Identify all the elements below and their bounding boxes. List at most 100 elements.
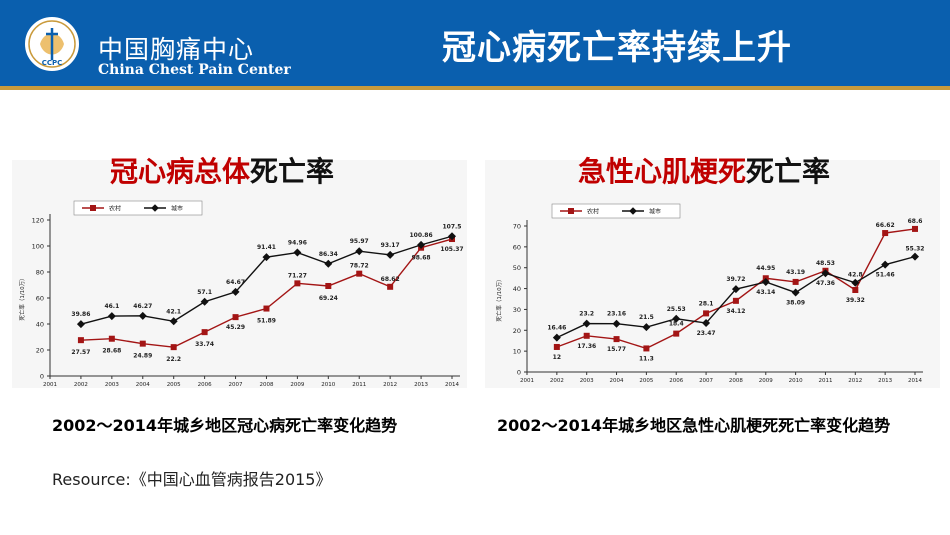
data-point-urban <box>262 253 271 262</box>
data-label: 43.19 <box>786 269 805 276</box>
right-chart-caption: 2002～2014年城乡地区急性心肌梗死死亡率变化趋势 <box>497 416 891 435</box>
y-tick-label: 60 <box>36 295 44 303</box>
resource-citation: Resource:《中国心血管病报告2015》 <box>52 470 332 489</box>
data-label: 21.5 <box>639 314 654 321</box>
legend-label: 农村 <box>109 205 121 213</box>
x-tick-label: 2002 <box>74 382 88 388</box>
x-tick-label: 2013 <box>878 378 892 384</box>
data-label: 66.62 <box>876 222 895 229</box>
right-chart-title: 急性心肌梗死死亡率 <box>578 150 830 190</box>
x-tick-label: 2011 <box>352 382 366 388</box>
data-point-urban <box>417 240 426 249</box>
data-point-urban <box>731 285 740 294</box>
data-label: 23.47 <box>697 330 716 337</box>
data-point-urban <box>582 319 591 328</box>
data-label: 38.09 <box>786 300 805 307</box>
data-point-rural <box>263 305 270 312</box>
data-point-urban <box>911 252 919 261</box>
data-point-rural <box>852 286 859 293</box>
right-title-red: 急性心肌梗死 <box>578 155 747 188</box>
y-tick-label: 120 <box>32 217 44 225</box>
data-label: 47.36 <box>816 280 835 287</box>
x-tick-label: 2007 <box>699 378 713 384</box>
data-label: 46.1 <box>104 303 119 310</box>
data-label: 45.29 <box>226 324 245 331</box>
y-tick-label: 50 <box>513 264 521 272</box>
logo-text: CCPC <box>42 59 63 67</box>
ami-mortality-chart: 0 10 20 30 40 50 60 70 2001 2002 2003 2004 2005 2006 2… <box>495 203 925 384</box>
x-tick-label: 2010 <box>321 382 335 388</box>
legend-label: 城市 <box>649 208 661 216</box>
data-point-rural <box>673 330 680 337</box>
x-tick-label: 2004 <box>136 382 150 388</box>
x-tick-label: 2011 <box>818 378 832 384</box>
page-title: 冠心病死亡率持续上升 <box>442 28 792 68</box>
data-label: 22.2 <box>166 356 181 363</box>
data-label: 43.14 <box>756 289 775 296</box>
y-tick-label: 60 <box>513 243 521 251</box>
data-label: 17.36 <box>577 343 596 350</box>
x-tick-label: 2005 <box>167 382 181 388</box>
data-point-urban <box>448 232 456 241</box>
data-point-rural <box>294 280 301 287</box>
data-label: 18.4 <box>669 321 684 328</box>
y-axis-label: 死亡率（1/10万） <box>495 276 503 321</box>
y-tick-label: 100 <box>32 243 44 251</box>
chd-mortality-chart: 0 20 40 60 80 100 120 2001 2002 2003 2004 2005 2006 2… <box>18 200 464 388</box>
data-label: 24.89 <box>133 353 152 360</box>
data-label: 100.86 <box>409 232 432 239</box>
legend-label: 城市 <box>171 205 183 213</box>
y-tick-label: 10 <box>513 348 521 356</box>
data-point-urban <box>386 250 395 259</box>
x-tick-label: 2012 <box>848 378 862 384</box>
data-label: 107.5 <box>443 223 462 230</box>
data-point-rural <box>139 340 146 347</box>
header-bar: CCPC 中国胸痛中心 China Chest Pain Center 冠心病死… <box>0 0 950 90</box>
data-point-rural <box>613 336 620 343</box>
data-label: 15.77 <box>607 346 626 353</box>
data-point-rural <box>882 230 889 237</box>
data-point-urban <box>169 317 178 326</box>
data-point-urban <box>138 311 147 320</box>
data-label: 105.37 <box>440 246 463 253</box>
data-point-rural <box>356 270 363 277</box>
y-tick-label: 20 <box>513 327 521 335</box>
y-tick-label: 0 <box>517 369 521 377</box>
y-tick-label: 20 <box>36 347 44 355</box>
x-tick-label: 2009 <box>290 382 304 388</box>
data-point-rural <box>387 283 394 290</box>
data-label: 28.1 <box>699 300 714 307</box>
data-label: 51.89 <box>257 318 276 325</box>
x-tick-label: 2006 <box>198 382 212 388</box>
data-label: 33.74 <box>195 341 214 348</box>
y-tick-label: 0 <box>40 373 44 381</box>
x-tick-label: 2013 <box>414 382 428 388</box>
data-label: 23.16 <box>607 311 626 318</box>
x-tick-label: 2006 <box>669 378 683 384</box>
x-tick-label: 2001 <box>43 382 57 388</box>
data-label: 11.3 <box>639 355 654 362</box>
data-label: 39.72 <box>726 276 745 283</box>
data-label: 44.95 <box>756 265 775 272</box>
data-point-urban <box>702 319 711 328</box>
data-point-urban <box>672 314 681 323</box>
data-point-rural <box>732 297 739 304</box>
legend-label: 农村 <box>587 208 599 216</box>
legend-marker <box>151 204 159 212</box>
data-point-urban <box>612 319 621 328</box>
data-label: 91.41 <box>257 244 276 251</box>
right-title-black: 死亡率 <box>746 155 831 188</box>
data-point-urban <box>851 278 860 287</box>
y-tick-label: 70 <box>513 223 521 231</box>
left-chart-caption: 2002～2014年城乡地区冠心病死亡率变化趋势 <box>52 416 398 435</box>
data-label: 94.96 <box>288 240 307 247</box>
data-point-urban <box>293 248 302 257</box>
legend-marker <box>90 205 96 211</box>
legend-box <box>73 200 203 216</box>
left-chart-panel <box>12 160 467 388</box>
legend-box <box>551 203 681 219</box>
data-point-urban <box>761 278 770 287</box>
x-tick-label: 2012 <box>383 382 397 388</box>
data-label: 57.1 <box>197 289 212 296</box>
data-label: 55.32 <box>906 246 925 253</box>
